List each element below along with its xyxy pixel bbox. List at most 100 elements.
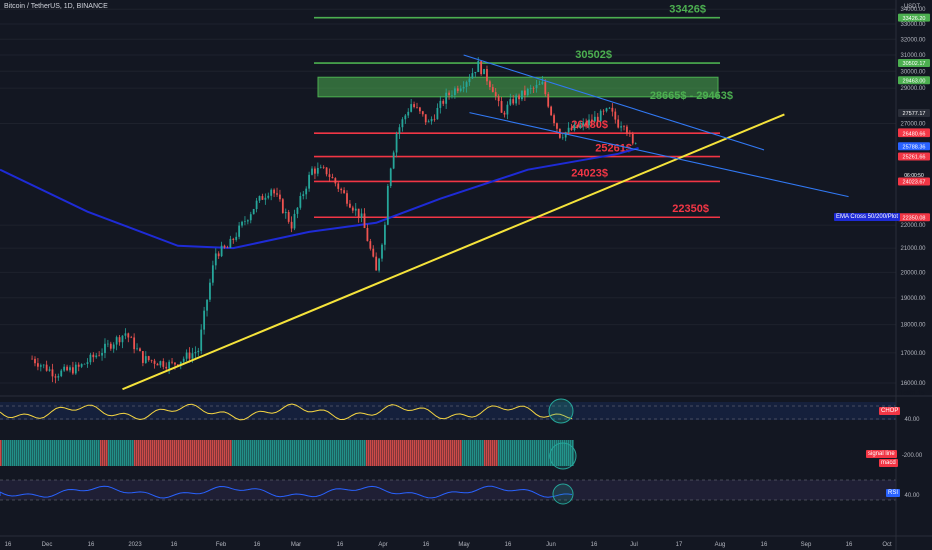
candle-body [512,99,515,104]
macd-histogram-bar [136,440,138,466]
macd-histogram-bar [368,440,370,466]
macd-histogram-bar [38,440,40,466]
candle-body [576,124,579,128]
y-tick-label: 32000.00 [900,37,926,43]
candle-body [165,366,168,369]
candle-body [156,363,159,366]
candle-body [188,352,191,359]
candle-body [264,197,267,200]
macd-histogram-bar [306,440,308,466]
x-tick-label: 2023 [128,542,142,548]
candle-body [384,224,386,245]
macd-histogram-bar [320,440,322,466]
macd-histogram-bar [130,440,132,466]
x-tick-label: 16 [88,542,95,548]
macd-histogram-bar [226,440,228,466]
macd-histogram-bar [66,440,68,466]
candle-body [550,106,553,116]
countdown-label: 06:00:50 [904,173,924,179]
macd-histogram-bar [298,440,300,466]
level-label: 22350$ [672,203,709,215]
candle-body [518,95,520,100]
macd-histogram-bar [418,440,420,466]
macd-histogram-bar [284,440,286,466]
macd-histogram-bar [26,440,28,466]
candle-body [535,84,538,89]
macd-histogram-bar [472,440,474,466]
candle-body [451,95,453,96]
candle-body [319,167,322,168]
macd-histogram-bar [218,440,220,466]
x-tick-label: 16 [5,542,12,548]
candle-body [445,92,448,104]
candle-body [325,167,328,175]
macd-histogram-bar [156,440,158,466]
macd-histogram-bar [98,440,100,466]
candle-body [258,196,261,201]
candle-body [60,370,63,377]
candle-body [185,352,188,359]
candle-body [89,354,92,363]
macd-histogram-bar [146,440,148,466]
candle-body [351,207,354,211]
level-label: 24023$ [571,167,608,179]
macd-histogram-bar [232,440,234,466]
macd-histogram-bar [460,440,462,466]
macd-histogram-bar [274,440,276,466]
macd-histogram-bar [158,440,160,466]
candle-body [305,188,308,195]
macd-histogram-bar [522,440,524,466]
macd-histogram-bar [70,440,72,466]
candle-body [290,221,293,229]
candle-body [267,195,270,198]
macd-histogram-bar [180,440,182,466]
macd-histogram-bar [272,440,274,466]
macd-histogram-bar [190,440,192,466]
y-tick-label: 18000.00 [900,323,926,329]
macd-histogram-bar [212,440,214,466]
candle-body [521,90,523,100]
candle-body [430,118,433,122]
macd-histogram-bar [76,440,78,466]
x-tick-label: Apr [378,542,387,548]
macd-histogram-bar [416,440,418,466]
y-tick-label: 16000.00 [900,381,926,387]
candle-body [229,238,232,248]
macd-histogram-bar [10,440,12,466]
candle-body [153,360,156,364]
macd-histogram-bar [546,440,548,466]
candle-body [404,115,407,120]
macd-histogram-bar [500,440,502,466]
macd-histogram-bar [238,440,240,466]
macd-histogram-bar [422,440,424,466]
macd-histogram-bar [412,440,414,466]
macd-histogram-bar [104,440,106,466]
price-scale-badge [898,177,930,186]
candle-body [561,137,564,139]
macd-histogram-bar [242,440,244,466]
y-tick-label: 34000.00 [900,7,926,13]
candle-body [491,87,494,93]
price-scale-badge-text: 29463.00 [903,78,926,84]
candle-body [328,174,331,177]
macd-histogram-bar [2,440,4,466]
macd-histogram-bar [154,440,156,466]
candle-body [235,236,238,240]
candle-body [605,108,608,112]
candle-body [273,189,276,194]
macd-histogram-bar [68,440,70,466]
candle-body [416,106,418,108]
macd-histogram-bar [196,440,198,466]
candle-body [168,361,171,369]
macd-histogram-bar [16,440,18,466]
macd-histogram-bar [538,440,540,466]
candle-body [375,256,378,271]
macd-histogram-bar [328,440,330,466]
macd-histogram-bar [108,440,110,466]
macd-histogram-bar [482,440,484,466]
candle-body [106,343,109,345]
candle-body [176,364,179,366]
macd-histogram-bar [374,440,376,466]
